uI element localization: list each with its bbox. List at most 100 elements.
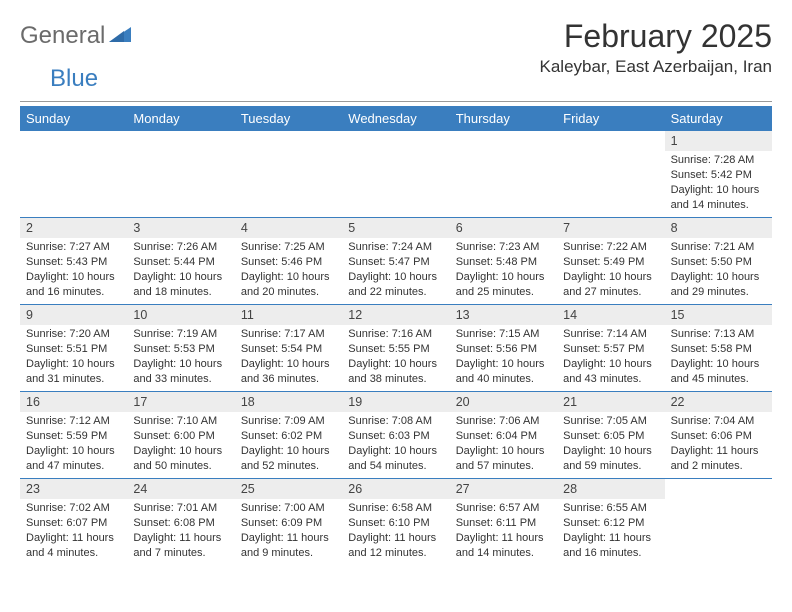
sunset-text: Sunset: 5:47 PM xyxy=(348,255,443,270)
sunset-text: Sunset: 5:55 PM xyxy=(348,342,443,357)
daylight-text: Daylight: 11 hours and 14 minutes. xyxy=(456,531,551,561)
day-cell: 23Sunrise: 7:02 AMSunset: 6:07 PMDayligh… xyxy=(20,479,127,565)
day-cell: 17Sunrise: 7:10 AMSunset: 6:00 PMDayligh… xyxy=(127,392,234,478)
sunset-text: Sunset: 5:50 PM xyxy=(671,255,766,270)
sunrise-text: Sunrise: 7:19 AM xyxy=(133,327,228,342)
day-cell: 4Sunrise: 7:25 AMSunset: 5:46 PMDaylight… xyxy=(235,218,342,304)
sunrise-text: Sunrise: 7:01 AM xyxy=(133,501,228,516)
sunrise-text: Sunrise: 7:24 AM xyxy=(348,240,443,255)
day-number: 1 xyxy=(665,131,772,151)
daylight-text: Daylight: 10 hours and 16 minutes. xyxy=(26,270,121,300)
day-body: Sunrise: 6:58 AMSunset: 6:10 PMDaylight:… xyxy=(342,499,449,564)
sunrise-text: Sunrise: 7:22 AM xyxy=(563,240,658,255)
daylight-text: Daylight: 10 hours and 31 minutes. xyxy=(26,357,121,387)
week-row: 23Sunrise: 7:02 AMSunset: 6:07 PMDayligh… xyxy=(20,478,772,565)
day-body: Sunrise: 7:12 AMSunset: 5:59 PMDaylight:… xyxy=(20,412,127,477)
sunset-text: Sunset: 6:05 PM xyxy=(563,429,658,444)
divider xyxy=(20,101,772,102)
day-header: Sunday xyxy=(20,106,127,131)
sunset-text: Sunset: 6:02 PM xyxy=(241,429,336,444)
sunset-text: Sunset: 6:08 PM xyxy=(133,516,228,531)
sunrise-text: Sunrise: 7:14 AM xyxy=(563,327,658,342)
sunrise-text: Sunrise: 7:08 AM xyxy=(348,414,443,429)
daylight-text: Daylight: 10 hours and 36 minutes. xyxy=(241,357,336,387)
day-number: 12 xyxy=(342,305,449,325)
day-number: 27 xyxy=(450,479,557,499)
sunrise-text: Sunrise: 6:55 AM xyxy=(563,501,658,516)
day-header: Monday xyxy=(127,106,234,131)
day-cell xyxy=(127,131,234,217)
day-cell: 9Sunrise: 7:20 AMSunset: 5:51 PMDaylight… xyxy=(20,305,127,391)
day-body: Sunrise: 7:00 AMSunset: 6:09 PMDaylight:… xyxy=(235,499,342,564)
day-number: 26 xyxy=(342,479,449,499)
day-cell: 7Sunrise: 7:22 AMSunset: 5:49 PMDaylight… xyxy=(557,218,664,304)
day-number: 7 xyxy=(557,218,664,238)
day-header-row: Sunday Monday Tuesday Wednesday Thursday… xyxy=(20,106,772,131)
day-body: Sunrise: 7:27 AMSunset: 5:43 PMDaylight:… xyxy=(20,238,127,303)
day-body: Sunrise: 7:24 AMSunset: 5:47 PMDaylight:… xyxy=(342,238,449,303)
sunrise-text: Sunrise: 7:00 AM xyxy=(241,501,336,516)
sunrise-text: Sunrise: 7:04 AM xyxy=(671,414,766,429)
day-body: Sunrise: 7:20 AMSunset: 5:51 PMDaylight:… xyxy=(20,325,127,390)
sunrise-text: Sunrise: 6:58 AM xyxy=(348,501,443,516)
day-number: 17 xyxy=(127,392,234,412)
day-number: 4 xyxy=(235,218,342,238)
daylight-text: Daylight: 10 hours and 47 minutes. xyxy=(26,444,121,474)
day-body: Sunrise: 7:10 AMSunset: 6:00 PMDaylight:… xyxy=(127,412,234,477)
sunrise-text: Sunrise: 7:21 AM xyxy=(671,240,766,255)
day-number: 18 xyxy=(235,392,342,412)
day-body: Sunrise: 7:14 AMSunset: 5:57 PMDaylight:… xyxy=(557,325,664,390)
daylight-text: Daylight: 10 hours and 54 minutes. xyxy=(348,444,443,474)
sunrise-text: Sunrise: 6:57 AM xyxy=(456,501,551,516)
day-cell: 22Sunrise: 7:04 AMSunset: 6:06 PMDayligh… xyxy=(665,392,772,478)
week-row: 2Sunrise: 7:27 AMSunset: 5:43 PMDaylight… xyxy=(20,217,772,304)
daylight-text: Daylight: 10 hours and 59 minutes. xyxy=(563,444,658,474)
sunrise-text: Sunrise: 7:20 AM xyxy=(26,327,121,342)
sunrise-text: Sunrise: 7:10 AM xyxy=(133,414,228,429)
logo-text-blue: Blue xyxy=(20,65,98,92)
day-number: 2 xyxy=(20,218,127,238)
day-body: Sunrise: 7:02 AMSunset: 6:07 PMDaylight:… xyxy=(20,499,127,564)
daylight-text: Daylight: 10 hours and 45 minutes. xyxy=(671,357,766,387)
logo: General xyxy=(20,18,133,50)
day-body: Sunrise: 7:08 AMSunset: 6:03 PMDaylight:… xyxy=(342,412,449,477)
daylight-text: Daylight: 11 hours and 2 minutes. xyxy=(671,444,766,474)
day-cell: 10Sunrise: 7:19 AMSunset: 5:53 PMDayligh… xyxy=(127,305,234,391)
day-cell: 25Sunrise: 7:00 AMSunset: 6:09 PMDayligh… xyxy=(235,479,342,565)
day-cell xyxy=(342,131,449,217)
daylight-text: Daylight: 10 hours and 27 minutes. xyxy=(563,270,658,300)
sunrise-text: Sunrise: 7:23 AM xyxy=(456,240,551,255)
day-number: 16 xyxy=(20,392,127,412)
day-number: 3 xyxy=(127,218,234,238)
day-body: Sunrise: 7:16 AMSunset: 5:55 PMDaylight:… xyxy=(342,325,449,390)
daylight-text: Daylight: 11 hours and 16 minutes. xyxy=(563,531,658,561)
daylight-text: Daylight: 11 hours and 9 minutes. xyxy=(241,531,336,561)
sunset-text: Sunset: 5:58 PM xyxy=(671,342,766,357)
daylight-text: Daylight: 10 hours and 22 minutes. xyxy=(348,270,443,300)
sunrise-text: Sunrise: 7:26 AM xyxy=(133,240,228,255)
day-header: Wednesday xyxy=(342,106,449,131)
day-number: 10 xyxy=(127,305,234,325)
calendar: Sunday Monday Tuesday Wednesday Thursday… xyxy=(20,106,772,565)
sunset-text: Sunset: 6:09 PM xyxy=(241,516,336,531)
daylight-text: Daylight: 11 hours and 4 minutes. xyxy=(26,531,121,561)
day-cell: 18Sunrise: 7:09 AMSunset: 6:02 PMDayligh… xyxy=(235,392,342,478)
day-number: 8 xyxy=(665,218,772,238)
sunset-text: Sunset: 5:51 PM xyxy=(26,342,121,357)
day-number: 9 xyxy=(20,305,127,325)
logo-text-general: General xyxy=(20,22,105,50)
day-body: Sunrise: 7:23 AMSunset: 5:48 PMDaylight:… xyxy=(450,238,557,303)
day-cell xyxy=(235,131,342,217)
calendar-page: General February 2025 Kaleybar, East Aze… xyxy=(0,0,792,565)
day-cell: 19Sunrise: 7:08 AMSunset: 6:03 PMDayligh… xyxy=(342,392,449,478)
week-row: 1Sunrise: 7:28 AMSunset: 5:42 PMDaylight… xyxy=(20,131,772,217)
day-number: 15 xyxy=(665,305,772,325)
day-number: 5 xyxy=(342,218,449,238)
day-cell xyxy=(450,131,557,217)
day-cell: 15Sunrise: 7:13 AMSunset: 5:58 PMDayligh… xyxy=(665,305,772,391)
daylight-text: Daylight: 10 hours and 18 minutes. xyxy=(133,270,228,300)
day-number: 20 xyxy=(450,392,557,412)
sunset-text: Sunset: 5:44 PM xyxy=(133,255,228,270)
day-cell xyxy=(557,131,664,217)
day-cell: 2Sunrise: 7:27 AMSunset: 5:43 PMDaylight… xyxy=(20,218,127,304)
